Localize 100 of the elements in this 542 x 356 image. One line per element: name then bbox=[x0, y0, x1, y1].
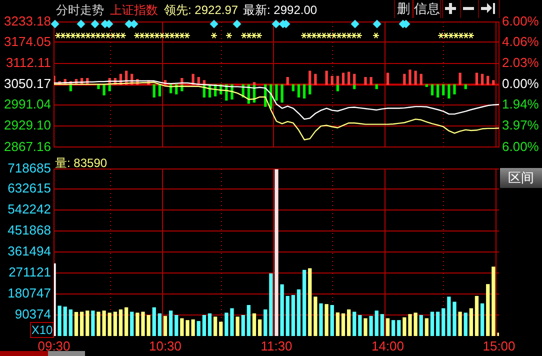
bar bbox=[386, 318, 390, 336]
bar bbox=[480, 74, 484, 85]
bar bbox=[246, 305, 251, 336]
bar bbox=[297, 84, 300, 98]
bar bbox=[480, 303, 484, 336]
bar bbox=[118, 309, 123, 336]
bar bbox=[486, 284, 490, 336]
bar bbox=[330, 305, 334, 336]
bar bbox=[380, 314, 384, 336]
bar bbox=[364, 76, 367, 85]
text: 分时走势 bbox=[56, 2, 104, 19]
y2-tick-label: 4.06% bbox=[502, 34, 540, 49]
bar bbox=[353, 74, 356, 85]
y-tick-label: 180747 bbox=[8, 286, 51, 301]
bar bbox=[241, 314, 245, 336]
bar bbox=[430, 84, 434, 96]
bar bbox=[286, 296, 290, 336]
y-tick-label: 718685 bbox=[8, 160, 51, 176]
bar bbox=[342, 72, 345, 85]
bar bbox=[347, 72, 350, 85]
bar bbox=[336, 312, 340, 336]
bar bbox=[420, 74, 422, 85]
bar bbox=[274, 169, 278, 336]
bar bbox=[436, 84, 440, 98]
bar bbox=[252, 82, 256, 85]
y-tick-label: 3233.18 bbox=[4, 14, 51, 29]
bar bbox=[202, 314, 206, 336]
y-tick-label: 542242 bbox=[8, 202, 51, 217]
bar bbox=[208, 313, 212, 336]
bar bbox=[458, 72, 462, 85]
bar bbox=[442, 84, 445, 96]
bar bbox=[196, 321, 200, 336]
text: 删 bbox=[394, 0, 413, 18]
x-tick-label: 11:30 bbox=[260, 338, 292, 354]
bar bbox=[397, 320, 401, 336]
bar bbox=[102, 84, 106, 96]
bar bbox=[448, 84, 450, 98]
y2-tick-label: 6.00% bbox=[502, 138, 540, 154]
bar bbox=[492, 80, 495, 85]
bar bbox=[464, 312, 468, 336]
annotation: 量: 83590 bbox=[55, 155, 108, 172]
bar bbox=[486, 76, 490, 85]
bar bbox=[108, 312, 112, 336]
bar bbox=[408, 70, 412, 85]
bar bbox=[403, 74, 406, 85]
bar bbox=[308, 268, 312, 336]
y-tick-label: 271121 bbox=[8, 264, 51, 280]
bar bbox=[124, 307, 128, 336]
y2-tick-label: 2.03% bbox=[502, 55, 540, 70]
bar bbox=[291, 295, 296, 336]
y-tick-label: 2929.10 bbox=[4, 118, 51, 133]
bar bbox=[302, 270, 306, 336]
x-tick-label: 10:30 bbox=[148, 338, 182, 354]
bar bbox=[414, 70, 417, 85]
bar bbox=[275, 84, 278, 101]
bar bbox=[308, 70, 312, 85]
bar bbox=[91, 310, 95, 336]
bar bbox=[174, 314, 178, 336]
bar bbox=[314, 74, 317, 85]
bar bbox=[236, 316, 240, 336]
y-tick-label: 3174.05 bbox=[4, 34, 51, 49]
bar bbox=[252, 313, 256, 336]
bar bbox=[358, 314, 362, 336]
bar bbox=[280, 84, 284, 103]
bar bbox=[280, 284, 284, 336]
bar bbox=[302, 84, 306, 98]
y2-tick-label: 6.00% bbox=[502, 14, 540, 29]
bar bbox=[352, 312, 356, 336]
bar bbox=[163, 316, 168, 336]
y2-tick-label: 3.97% bbox=[502, 118, 540, 133]
bar bbox=[475, 72, 478, 85]
bar bbox=[374, 310, 378, 336]
y-tick-label: 90374 bbox=[14, 306, 51, 322]
bar bbox=[341, 313, 346, 336]
bar bbox=[336, 76, 340, 85]
y-tick-label: 451868 bbox=[8, 222, 51, 238]
bar bbox=[386, 72, 390, 85]
bar bbox=[391, 320, 396, 336]
bar bbox=[258, 319, 262, 336]
bar bbox=[469, 308, 474, 336]
bar bbox=[213, 316, 218, 336]
x-tick-label: 14:00 bbox=[371, 338, 404, 354]
bar bbox=[330, 76, 334, 85]
y-tick-label: 632615 bbox=[8, 180, 51, 196]
bar bbox=[130, 312, 134, 336]
bar bbox=[319, 303, 323, 336]
text: X10 bbox=[30, 322, 54, 338]
bar bbox=[113, 312, 118, 336]
x-tick-label: 15:00 bbox=[482, 338, 516, 354]
bar bbox=[370, 76, 372, 85]
bar bbox=[436, 312, 440, 336]
y-tick-label: 2867.16 bbox=[4, 138, 51, 154]
text: 信息 bbox=[413, 0, 441, 18]
bar bbox=[346, 309, 351, 336]
bar bbox=[474, 296, 479, 336]
bar bbox=[430, 312, 434, 336]
bar bbox=[219, 322, 223, 336]
text: 领先: 2922.97 bbox=[164, 2, 238, 19]
bar bbox=[325, 70, 328, 85]
bar bbox=[364, 318, 368, 336]
